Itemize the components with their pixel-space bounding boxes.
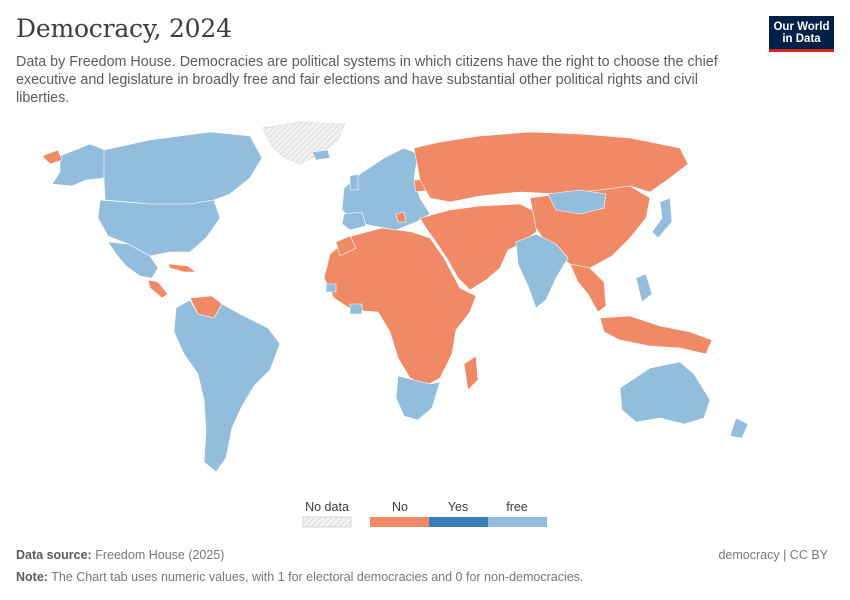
philippines-region[interactable] bbox=[635, 273, 653, 303]
indonesia-region[interactable] bbox=[599, 315, 713, 355]
note-label: Note: bbox=[16, 570, 48, 584]
chukotka-region[interactable] bbox=[41, 149, 63, 165]
russia-region[interactable] bbox=[413, 131, 689, 203]
chart-note: Note: The Chart tab uses numeric values,… bbox=[16, 570, 583, 584]
chart-subtitle: Data by Freedom House. Democracies are p… bbox=[16, 54, 718, 106]
iceland-region[interactable] bbox=[311, 149, 331, 161]
india-region[interactable] bbox=[515, 233, 569, 309]
alaska-region[interactable] bbox=[51, 143, 106, 187]
uk-region[interactable] bbox=[349, 173, 359, 191]
legend-no-data-label[interactable]: No data bbox=[305, 500, 349, 514]
central-america-region[interactable] bbox=[147, 279, 169, 299]
logo-line-1: Our World bbox=[773, 21, 830, 33]
data-source: Data source: Freedom House (2025) bbox=[16, 548, 224, 562]
japan-region[interactable] bbox=[651, 197, 673, 239]
map-legend: No data No Yes free bbox=[302, 500, 547, 528]
legend-no-data-swatch[interactable] bbox=[302, 516, 352, 528]
australia-region[interactable] bbox=[619, 361, 711, 425]
serbia-region[interactable] bbox=[395, 211, 407, 223]
morocco-region[interactable] bbox=[335, 235, 357, 257]
license-link[interactable]: democracy | CC BY bbox=[718, 548, 828, 562]
legend-yes-swatch[interactable] bbox=[429, 517, 488, 527]
owid-logo[interactable]: Our World in Data bbox=[769, 16, 834, 52]
world-map bbox=[41, 121, 749, 473]
madagascar-region[interactable] bbox=[463, 355, 479, 391]
ghana-region[interactable] bbox=[349, 303, 363, 315]
middle-east-region[interactable] bbox=[419, 203, 541, 291]
source-label: Data source: bbox=[16, 548, 92, 562]
legend-no-label[interactable]: No bbox=[392, 500, 408, 514]
south-america-region[interactable] bbox=[173, 299, 281, 473]
logo-line-2: in Data bbox=[782, 33, 821, 45]
legend-yes-label[interactable]: Yes bbox=[448, 500, 468, 514]
legend-no-swatch[interactable] bbox=[370, 517, 429, 527]
note-value: The Chart tab uses numeric values, with … bbox=[51, 570, 584, 584]
usa-region[interactable] bbox=[97, 199, 221, 257]
mongolia-region[interactable] bbox=[547, 189, 607, 215]
se-asia-region[interactable] bbox=[569, 263, 607, 313]
cuba-region[interactable] bbox=[167, 263, 197, 273]
legend-free-swatch[interactable] bbox=[488, 517, 547, 527]
senegal-region[interactable] bbox=[325, 283, 337, 293]
iberia-region[interactable] bbox=[341, 211, 367, 231]
source-value[interactable]: Freedom House (2025) bbox=[95, 548, 225, 562]
new-zealand-region[interactable] bbox=[729, 417, 749, 439]
canada-region[interactable] bbox=[103, 131, 263, 205]
greenland-region[interactable] bbox=[261, 121, 346, 165]
mexico-region[interactable] bbox=[107, 241, 159, 279]
southern-africa-region[interactable] bbox=[395, 375, 441, 421]
legend-free-label[interactable]: free bbox=[506, 500, 528, 514]
chart-title: Democracy, 2024 bbox=[16, 14, 232, 43]
